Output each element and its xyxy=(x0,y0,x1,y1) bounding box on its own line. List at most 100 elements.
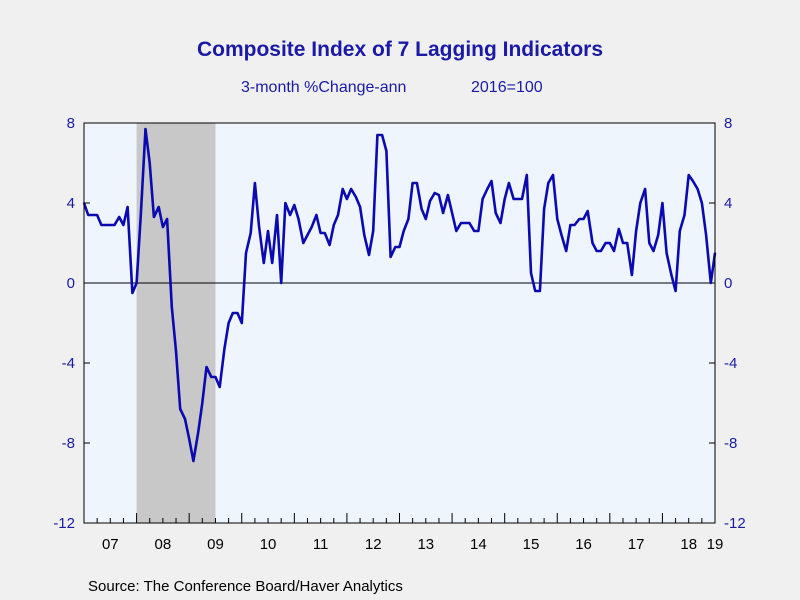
x-tick-label: 12 xyxy=(365,536,382,553)
data-point xyxy=(354,196,357,198)
data-point xyxy=(521,198,523,200)
data-point xyxy=(648,242,651,244)
plot-frame xyxy=(83,122,716,524)
data-point xyxy=(205,366,208,368)
x-tick-label: 18 xyxy=(680,536,697,553)
data-point xyxy=(543,208,546,210)
data-point xyxy=(512,198,515,200)
data-point xyxy=(678,230,681,232)
data-point xyxy=(350,188,353,190)
data-point xyxy=(218,386,221,388)
data-point xyxy=(262,262,265,264)
data-point xyxy=(227,322,230,324)
data-point xyxy=(122,224,125,226)
data-point xyxy=(613,250,615,252)
data-point xyxy=(674,290,677,292)
data-point xyxy=(486,188,489,190)
data-point xyxy=(560,234,563,236)
data-point xyxy=(166,218,168,220)
data-point xyxy=(604,242,607,244)
data-point xyxy=(644,188,646,190)
data-point xyxy=(578,218,581,220)
data-point xyxy=(617,228,620,230)
data-point xyxy=(438,194,440,196)
data-point xyxy=(464,222,467,224)
y-tick-label-right: 8 xyxy=(724,115,732,132)
data-point xyxy=(705,234,707,236)
data-point xyxy=(639,202,642,204)
chart-title: Composite Index of 7 Lagging Indicators xyxy=(196,38,604,61)
x-tick-label: 11 xyxy=(313,536,329,553)
y-tick-label-left: -12 xyxy=(53,515,75,532)
data-point xyxy=(276,214,278,216)
data-point xyxy=(302,242,305,244)
data-point xyxy=(460,222,462,224)
data-point xyxy=(280,282,283,284)
data-point xyxy=(179,408,182,410)
data-point xyxy=(657,234,660,236)
data-point xyxy=(420,208,423,210)
data-point xyxy=(253,182,256,184)
data-point xyxy=(446,194,449,196)
data-point xyxy=(144,128,147,130)
data-point xyxy=(372,230,375,232)
data-point xyxy=(696,188,699,190)
data-point xyxy=(118,216,121,218)
data-point xyxy=(709,282,712,284)
data-point xyxy=(284,202,287,204)
data-point xyxy=(665,252,668,254)
data-point xyxy=(477,230,480,232)
data-point xyxy=(148,162,151,164)
data-point xyxy=(249,232,252,234)
data-point xyxy=(315,214,318,216)
x-tick-label: 14 xyxy=(470,536,487,553)
data-point xyxy=(586,210,589,212)
data-point xyxy=(481,198,484,200)
data-point xyxy=(687,174,690,176)
data-point xyxy=(236,312,239,314)
data-point xyxy=(323,232,326,234)
data-point xyxy=(328,244,331,246)
data-point xyxy=(109,224,112,226)
data-point xyxy=(499,222,502,224)
data-point xyxy=(297,218,300,220)
y-tick-label-right: -8 xyxy=(724,435,737,452)
data-point xyxy=(306,234,309,236)
data-point xyxy=(661,202,664,204)
data-point xyxy=(552,174,554,176)
data-point xyxy=(626,242,629,244)
data-point xyxy=(599,250,602,252)
data-point xyxy=(231,312,234,314)
data-point xyxy=(429,200,431,202)
data-point xyxy=(692,180,694,182)
data-point xyxy=(170,306,173,308)
data-point xyxy=(530,272,532,274)
data-point xyxy=(381,134,384,136)
data-point xyxy=(608,242,611,244)
x-tick-label: 17 xyxy=(628,536,645,553)
y-tick-label-right: 0 xyxy=(724,275,732,292)
data-point xyxy=(153,216,155,218)
data-point xyxy=(473,230,476,232)
data-point xyxy=(267,230,269,232)
data-point xyxy=(368,254,370,256)
data-point xyxy=(503,198,506,200)
data-point xyxy=(622,242,624,244)
data-point xyxy=(126,206,129,208)
data-point xyxy=(385,150,388,152)
data-point xyxy=(100,224,103,226)
data-point xyxy=(631,274,633,276)
data-point xyxy=(683,214,686,216)
x-tick-label: 07 xyxy=(102,536,119,553)
data-point xyxy=(573,224,576,226)
data-point xyxy=(139,214,142,216)
data-point xyxy=(525,174,528,176)
y-tick-label-left: 0 xyxy=(67,275,75,292)
data-point xyxy=(565,250,568,252)
data-point xyxy=(635,230,638,232)
data-point xyxy=(175,350,177,352)
data-point xyxy=(468,222,471,224)
y-tick-label-right: -4 xyxy=(724,355,737,372)
data-point xyxy=(319,232,322,234)
data-point xyxy=(442,212,445,214)
